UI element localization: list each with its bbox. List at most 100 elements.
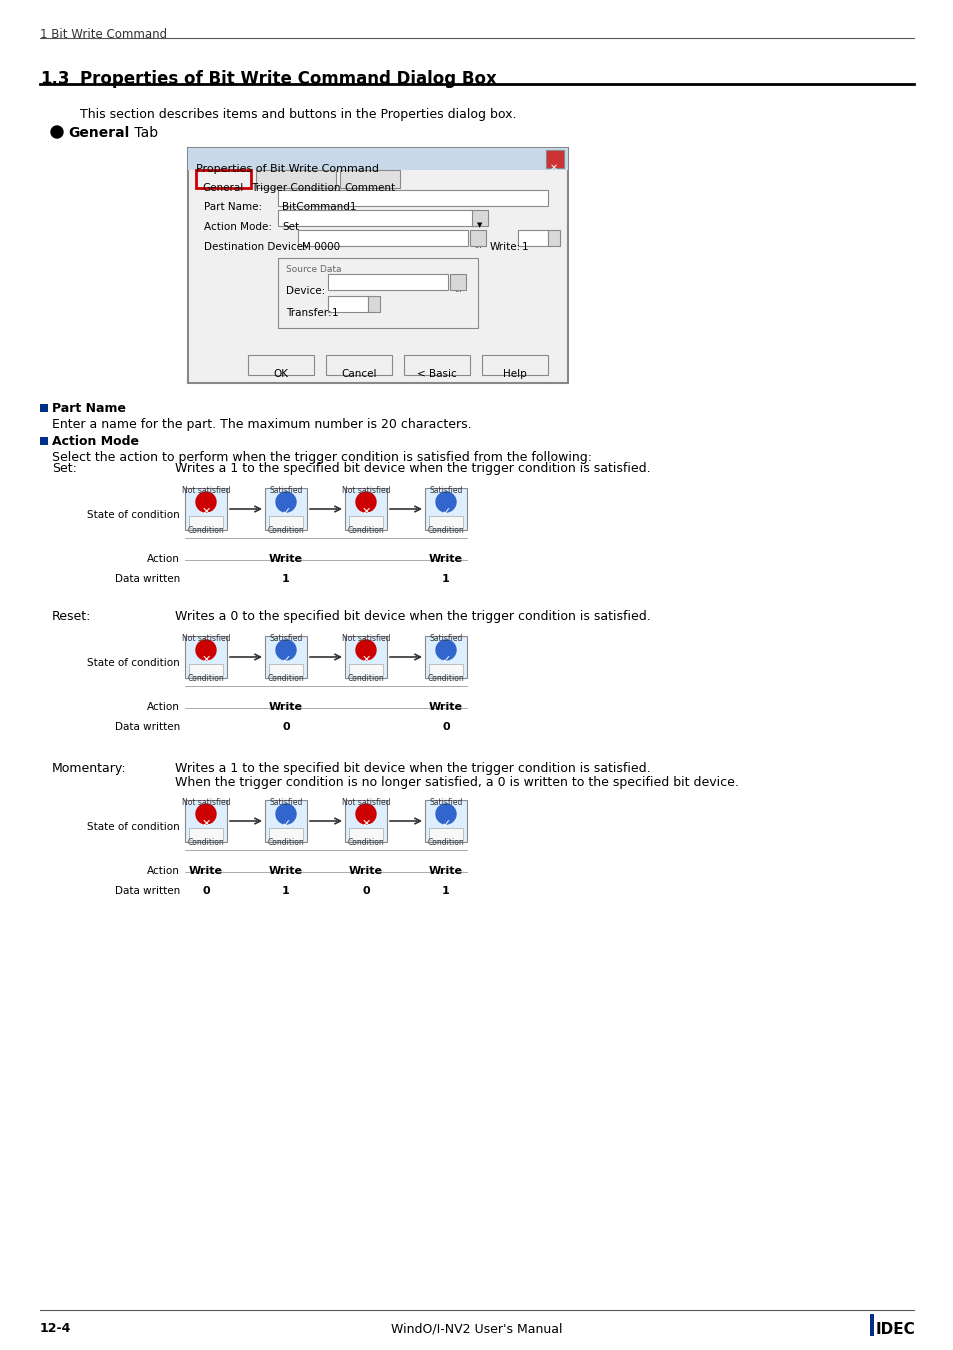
Text: IDEC: IDEC [875,1322,915,1336]
Bar [869,1314,873,1336]
Bar [472,211,488,225]
Text: Not satisfied: Not satisfied [182,798,230,807]
Text: Satisfied: Satisfied [429,634,462,643]
Text: Action Mode: Action Mode [52,435,139,448]
Text: ▼: ▼ [476,221,482,228]
Text: Not satisfied: Not satisfied [182,634,230,643]
Bar [403,355,470,375]
Bar [326,355,392,375]
Text: Action Mode:: Action Mode: [204,221,272,232]
Text: Select the action to perform when the trigger condition is satisfied from the fo: Select the action to perform when the tr… [52,451,592,464]
Text: Write: Write [349,865,382,876]
Text: Write: Write [429,865,462,876]
Circle shape [275,491,295,512]
Text: Condition: Condition [347,526,384,535]
Text: Action: Action [147,865,180,876]
Text: Cancel: Cancel [341,369,376,379]
Bar [40,404,48,412]
Bar [188,148,567,170]
Text: ✓: ✓ [441,819,450,829]
Text: Not satisfied: Not satisfied [341,798,390,807]
Text: State of condition: State of condition [87,657,180,668]
Text: Source Data: Source Data [286,265,341,274]
Bar [265,487,307,531]
Text: Not satisfied: Not satisfied [341,486,390,495]
Text: Condition: Condition [427,526,464,535]
Text: Write:: Write: [490,242,520,252]
Bar [368,296,379,312]
Text: Write: Write [429,702,462,711]
Bar [188,148,567,383]
Bar [297,230,468,246]
Text: Condition: Condition [188,838,224,846]
Text: Writes a 1 to the specified bit device when the trigger condition is satisfied.: Writes a 1 to the specified bit device w… [174,761,650,775]
Text: Data written: Data written [114,722,180,732]
Text: 1: 1 [282,574,290,585]
Circle shape [195,491,215,512]
Text: Destination Device:: Destination Device: [204,242,306,252]
Text: When the trigger condition is no longer satisfied, a 0 is written to the specifi: When the trigger condition is no longer … [174,776,739,788]
Text: Action: Action [147,554,180,564]
Circle shape [355,640,375,660]
Bar [424,801,467,842]
Text: State of condition: State of condition [87,822,180,832]
Text: ...: ... [454,285,461,294]
Bar [349,664,382,676]
Bar [189,828,223,840]
Text: ✕: ✕ [201,655,211,666]
Text: ✕: ✕ [361,819,371,829]
Bar [481,355,547,375]
Text: Not satisfied: Not satisfied [182,486,230,495]
Text: ✕: ✕ [549,163,558,173]
Text: Not satisfied: Not satisfied [341,634,390,643]
Text: General: General [68,126,129,140]
Circle shape [436,640,456,660]
Text: Write: Write [269,865,303,876]
Text: Part Name: Part Name [52,402,126,414]
Bar [40,437,48,446]
Text: Action: Action [147,702,180,711]
Bar [547,230,559,246]
Text: WindO/I-NV2 User's Manual: WindO/I-NV2 User's Manual [391,1322,562,1335]
Text: 0: 0 [362,886,370,896]
Bar [189,516,223,528]
Text: Satisfied: Satisfied [429,486,462,495]
Bar [470,230,485,246]
Text: ✕: ✕ [201,508,211,517]
Bar [429,828,462,840]
Bar [349,516,382,528]
Text: Properties of Bit Write Command: Properties of Bit Write Command [195,163,378,174]
Text: ✕: ✕ [361,655,371,666]
Text: 0: 0 [442,722,450,732]
Bar [189,664,223,676]
Text: Help: Help [502,369,526,379]
Bar [248,355,314,375]
Text: ✓: ✓ [281,819,291,829]
Bar [269,516,303,528]
Bar [269,828,303,840]
Circle shape [275,640,295,660]
Text: Condition: Condition [188,526,224,535]
Bar [265,636,307,678]
Circle shape [195,640,215,660]
Text: Satisfied: Satisfied [269,486,302,495]
Bar [339,170,399,188]
Text: Write: Write [429,554,462,564]
Text: BitCommand1: BitCommand1 [282,202,356,212]
Bar [349,828,382,840]
Text: 1: 1 [441,574,450,585]
Text: Write: Write [269,702,303,711]
Text: ✓: ✓ [281,655,291,666]
Text: ✕: ✕ [361,508,371,517]
Text: 1: 1 [332,308,338,319]
Text: Set:: Set: [52,462,77,475]
Bar [185,636,227,678]
Bar [429,664,462,676]
Text: OK: OK [274,369,288,379]
Circle shape [436,805,456,823]
Bar [345,801,387,842]
Text: Properties of Bit Write Command Dialog Box: Properties of Bit Write Command Dialog B… [80,70,497,88]
Bar [429,516,462,528]
Bar [255,170,335,188]
Text: 0: 0 [202,886,210,896]
